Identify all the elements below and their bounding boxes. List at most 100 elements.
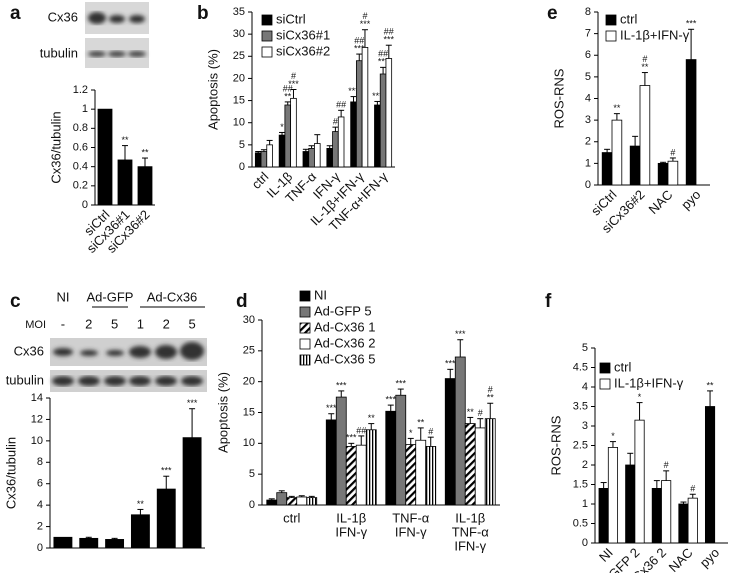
bar <box>598 487 609 544</box>
significance: * <box>280 122 284 132</box>
y-tick-label: 10 <box>31 435 43 447</box>
legend-label: Ad-Cx36 5 <box>314 351 375 366</box>
y-tick-label: 6 <box>37 478 43 490</box>
bar <box>601 152 613 186</box>
significance: *** <box>187 398 198 408</box>
bar <box>607 447 619 544</box>
significance: *** <box>346 433 357 443</box>
bar <box>276 492 288 506</box>
bar <box>385 58 393 168</box>
bar <box>464 423 476 506</box>
y-axis-label: Apoptosis (%) <box>205 49 220 130</box>
significance: # <box>690 484 695 494</box>
legend-swatch <box>599 362 611 374</box>
bar <box>260 151 268 168</box>
x-tick-label: ctrl <box>283 510 300 525</box>
x-tick-label: pyo <box>678 187 703 212</box>
significance: *** <box>288 79 299 89</box>
panel-label: f <box>545 291 552 312</box>
bar <box>685 59 697 186</box>
y-tick-label: 2 <box>585 136 591 148</box>
bar <box>484 418 496 506</box>
significance: *** <box>372 91 383 101</box>
y-tick-label: 6 <box>585 49 591 61</box>
y-axis-label: Cx36/tubulin <box>48 111 63 183</box>
significance: *** <box>336 380 347 390</box>
legend-label: Ad-Cx36 2 <box>314 335 375 350</box>
bar <box>425 446 437 506</box>
bar <box>385 410 397 506</box>
y-tick-label: 1.2 <box>73 84 88 96</box>
significance: # <box>428 427 433 437</box>
significance: * <box>409 428 413 438</box>
y-axis-label: Cx36/tubulin <box>3 437 18 509</box>
y-tick-label: 25 <box>243 345 255 357</box>
legend-swatch <box>299 338 311 350</box>
significance: # <box>333 117 338 127</box>
bar <box>308 147 315 168</box>
moi-value: - <box>61 316 65 331</box>
legend-swatch <box>261 46 273 58</box>
bar <box>335 396 347 506</box>
bar <box>634 419 645 544</box>
y-tick-label: 20 <box>243 376 255 388</box>
x-tick-label: IFN-γ <box>395 524 427 539</box>
bar <box>661 480 672 544</box>
significance: # <box>362 11 367 21</box>
bar <box>254 152 262 168</box>
x-tick-label: TNF-α <box>452 524 490 539</box>
y-tick-label: 4 <box>582 381 588 393</box>
blot-label: tubulin <box>40 45 78 60</box>
significance: *** <box>326 403 337 413</box>
significance: *** <box>161 466 172 476</box>
bar <box>611 119 623 186</box>
bar <box>415 439 427 506</box>
bar <box>156 488 176 549</box>
y-tick-label: 35 <box>233 6 245 18</box>
significance: *** <box>386 394 397 404</box>
x-tick-label: IL-1β <box>455 510 485 525</box>
bar <box>355 444 367 506</box>
y-tick-label: 5 <box>582 342 588 354</box>
western-blot <box>85 2 149 68</box>
moi-value: 5 <box>188 316 195 331</box>
bar <box>639 85 651 186</box>
legend-label: ctrl <box>620 11 637 26</box>
bar <box>474 427 486 506</box>
blot-label: Cx36 <box>48 9 78 24</box>
significance: ** <box>641 62 649 72</box>
bar <box>704 406 716 544</box>
y-tick-label: 0 <box>582 537 588 549</box>
bar <box>137 166 153 206</box>
y-tick-label: 2.5 <box>573 439 588 451</box>
legend-label: ctrl <box>614 359 631 374</box>
significance: ** <box>487 393 495 403</box>
legend-label: IL-1β+IFN-γ <box>620 27 690 42</box>
y-tick-label: 30 <box>233 28 245 40</box>
legend-swatch <box>599 378 611 390</box>
bar <box>651 487 662 544</box>
significance: ## <box>354 35 364 45</box>
y-tick-label: 3 <box>585 114 591 126</box>
y-tick-label: 2 <box>37 520 43 532</box>
x-tick-label: IFN-γ <box>335 524 367 539</box>
bar <box>97 108 113 206</box>
blot-group-label: Ad-GFP <box>87 289 134 304</box>
y-tick-label: 0 <box>249 499 255 511</box>
significance: ** <box>417 417 425 427</box>
bar <box>130 514 150 549</box>
bar <box>278 134 286 168</box>
bar <box>290 97 297 168</box>
y-tick-label: 0 <box>585 179 591 191</box>
bar <box>53 536 73 549</box>
x-tick-label: IL-1β <box>336 510 366 525</box>
y-tick-label: 1 <box>585 157 591 169</box>
significance: ## <box>336 100 346 110</box>
bar <box>678 503 689 544</box>
significance: *** <box>686 19 697 29</box>
x-tick-label: NAC <box>646 187 676 217</box>
bar <box>284 104 292 168</box>
bar <box>306 497 318 506</box>
y-tick-label: 5 <box>249 468 255 480</box>
